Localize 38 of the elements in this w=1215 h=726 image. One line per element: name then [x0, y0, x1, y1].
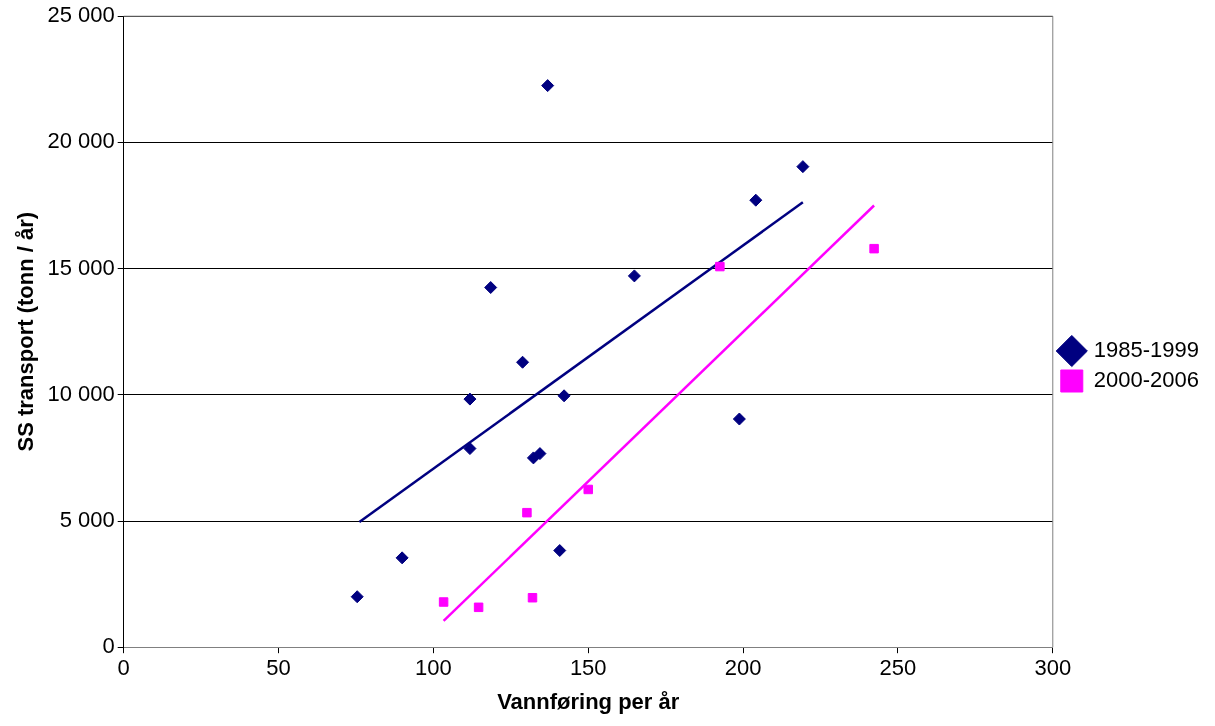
- point: [527, 592, 538, 603]
- point: [553, 544, 567, 558]
- x-axis-title: Vannføring per år: [497, 688, 680, 714]
- point: [732, 412, 746, 426]
- x-tick-label: 300: [1034, 655, 1072, 681]
- point: [533, 447, 547, 461]
- point: [526, 451, 540, 465]
- y-tick-label: 25 000: [47, 2, 115, 28]
- point: [395, 551, 409, 565]
- x-tick-label: 100: [415, 655, 452, 681]
- point: [484, 281, 498, 295]
- point: [438, 597, 449, 607]
- point: [557, 389, 571, 403]
- y-tick-label: 10 000: [47, 380, 115, 406]
- point: [583, 484, 593, 495]
- point: [869, 243, 879, 254]
- point: [749, 193, 763, 207]
- point: [350, 590, 364, 604]
- y-tick-label: 5 000: [59, 507, 115, 533]
- point: [463, 442, 477, 456]
- legend-label: 1985-1999: [1093, 337, 1200, 363]
- x-tick-label: 50: [266, 655, 291, 681]
- x-tick-label: 150: [569, 655, 607, 681]
- point: [541, 79, 555, 93]
- x-tick-label: 200: [724, 655, 762, 681]
- point: [522, 507, 532, 518]
- point: [715, 261, 725, 272]
- point: [516, 355, 530, 369]
- point: [463, 392, 477, 406]
- y-tick-label: 0: [102, 633, 115, 659]
- y-axis-title: SS transport (tonn / år): [13, 211, 39, 452]
- y-tick-label: 15 000: [47, 254, 115, 280]
- legend-label: 2000-2006: [1093, 367, 1200, 393]
- point: [627, 269, 641, 283]
- y-tick-label: 20 000: [47, 128, 115, 154]
- point: [796, 160, 810, 174]
- x-tick-label: 250: [879, 655, 917, 681]
- point: [473, 602, 484, 613]
